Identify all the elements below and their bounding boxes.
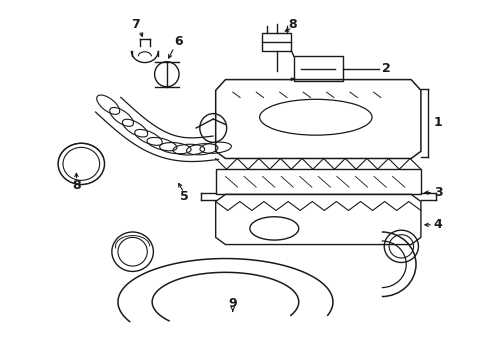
Text: 5: 5 (179, 190, 188, 203)
Text: 8: 8 (72, 179, 81, 192)
Text: 7: 7 (131, 18, 140, 31)
Text: 6: 6 (175, 35, 183, 49)
Text: 8: 8 (288, 18, 297, 31)
Text: 3: 3 (434, 186, 442, 199)
Text: 1: 1 (434, 116, 442, 129)
Text: 4: 4 (434, 218, 442, 231)
Text: 2: 2 (382, 62, 391, 75)
Text: 9: 9 (228, 297, 237, 310)
